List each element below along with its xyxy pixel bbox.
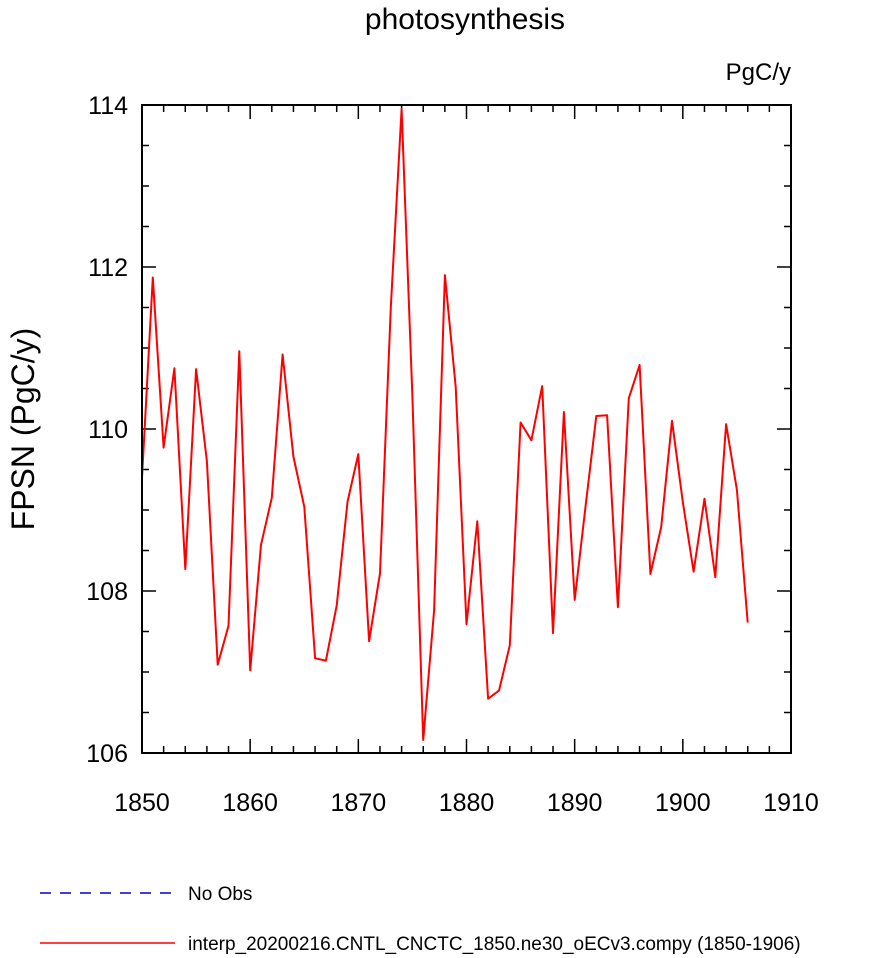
y-axis-label: FPSN (PgC/y) — [5, 328, 41, 531]
x-tick-label: 1910 — [763, 789, 819, 817]
plot-frame — [141, 104, 792, 754]
legend-label-model: interp_20200216.CNTL_CNCTC_1850.ne30_oEC… — [188, 934, 801, 955]
y-tick-label: 108 — [86, 578, 128, 606]
x-tick-label: 1870 — [331, 789, 387, 817]
legend: No Obs interp_20200216.CNTL_CNCTC_1850.n… — [40, 884, 801, 955]
axis-tick-labels: 1850 1860 1870 1880 1890 1900 1910 106 108 110 112… — [86, 92, 819, 817]
axis-ticks — [141, 104, 792, 754]
legend-label-no-obs: No Obs — [188, 884, 252, 905]
x-tick-label: 1850 — [114, 789, 170, 817]
y-tick-label: 106 — [86, 740, 128, 768]
units-label: PgC/y — [726, 59, 791, 86]
x-tick-label: 1860 — [222, 789, 278, 817]
x-tick-label: 1890 — [547, 789, 603, 817]
y-tick-label: 110 — [88, 416, 128, 444]
y-tick-label: 114 — [88, 92, 128, 120]
series-layer — [141, 108, 749, 741]
series-line-0 — [141, 108, 749, 741]
chart-title: photosynthesis — [365, 3, 565, 36]
x-tick-label: 1900 — [655, 789, 711, 817]
x-tick-label: 1880 — [439, 789, 495, 817]
y-tick-label: 112 — [88, 254, 128, 282]
